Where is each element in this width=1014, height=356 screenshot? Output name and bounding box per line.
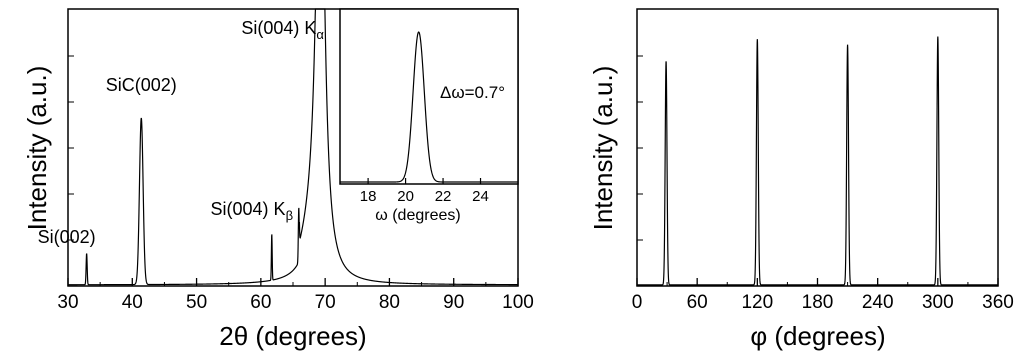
left-x-tick-label: 90 <box>443 292 464 313</box>
left-peak-labels: Si(002) SiC(002) Si(004) Kβ Si(004) Kα <box>38 18 325 247</box>
right-x-tick-label: 300 <box>922 292 954 313</box>
peak-label: Si(004) Kβ <box>211 199 294 223</box>
left-series-line <box>68 8 518 286</box>
inset-chart: 18 20 22 24 Δω=0.7° ω (degrees) <box>339 8 519 224</box>
right-plot-frame <box>636 8 999 287</box>
left-x-tick-label: 100 <box>502 292 534 313</box>
right-x-tick-label: 240 <box>862 292 894 313</box>
left-x-axis-label: 2θ (degrees) <box>219 321 366 351</box>
right-chart: 0 60 120 180 240 300 360 φ (degrees) Intensity… <box>588 8 1014 351</box>
left-y-axis-label: Intensity (a.u.) <box>22 66 52 231</box>
right-y-axis-label: Intensity (a.u.) <box>588 66 618 231</box>
right-x-ticks: 0 60 120 180 240 300 360 <box>632 278 1014 313</box>
right-x-tick-label: 120 <box>741 292 773 313</box>
peak-label: Si(004) Kα <box>241 18 324 42</box>
right-x-tick-label: 60 <box>687 292 708 313</box>
right-x-tick-label: 0 <box>632 292 643 313</box>
left-chart: 30 40 50 60 70 80 90 100 Si(002) SiC(002) Si(004)… <box>22 8 534 351</box>
inset-series-line <box>340 31 518 183</box>
right-series-line <box>637 36 998 286</box>
left-y-ticks <box>68 55 74 241</box>
peak-label: Si(002) <box>38 227 96 247</box>
left-x-tick-label: 60 <box>250 292 271 313</box>
inset-x-ticks: 18 20 22 24 <box>360 178 489 205</box>
left-x-tick-label: 50 <box>186 292 207 313</box>
inset-x-tick-label: 18 <box>360 188 377 205</box>
left-x-ticks: 30 40 50 60 70 80 90 100 <box>57 278 534 313</box>
left-x-tick-label: 40 <box>122 292 143 313</box>
inset-x-tick-label: 22 <box>435 188 452 205</box>
right-x-tick-label: 180 <box>802 292 834 313</box>
right-y-ticks <box>637 55 643 241</box>
right-x-axis-label: φ (degrees) <box>750 321 885 351</box>
left-x-tick-label: 80 <box>379 292 400 313</box>
left-x-tick-label: 30 <box>57 292 78 313</box>
inset-x-axis-label: ω (degrees) <box>375 207 460 224</box>
left-x-tick-label: 70 <box>315 292 336 313</box>
inset-x-tick-label: 24 <box>472 188 489 205</box>
inset-x-tick-label: 20 <box>397 188 414 205</box>
peak-label: SiC(002) <box>106 75 177 95</box>
inset-annotation: Δω=0.7° <box>440 83 505 102</box>
right-x-tick-label: 360 <box>982 292 1014 313</box>
